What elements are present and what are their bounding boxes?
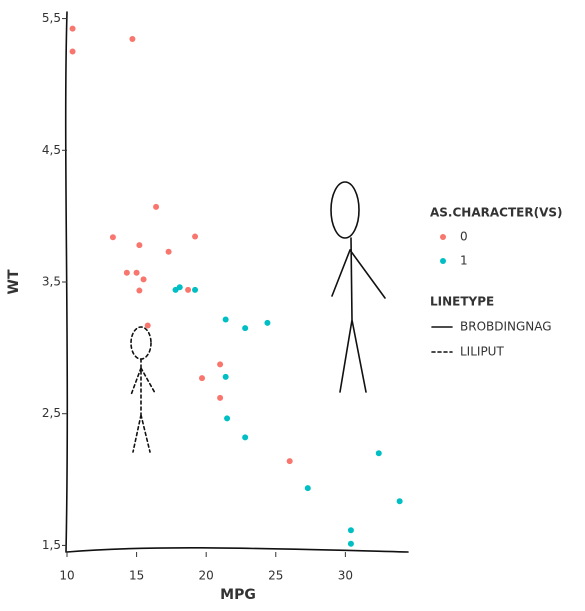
point [140,276,147,283]
y-tick-label: 5,5 [42,11,61,25]
legend-label: 0 [460,230,468,244]
point [153,203,160,210]
point [129,36,136,42]
point [136,287,143,294]
linetype-legend-title: LINETYPE [430,295,494,309]
point [185,286,192,293]
point [69,25,76,32]
point [217,361,224,368]
x-tick-label: 30 [338,569,353,583]
legend-label: 1 [460,254,468,268]
point [144,322,151,329]
point [242,434,249,441]
point [224,415,231,422]
point [123,269,130,276]
point [396,498,403,505]
point [199,375,206,382]
point [304,485,311,492]
point [192,286,199,293]
x-tick-label: 25 [268,569,283,583]
x-tick-label: 20 [199,569,214,583]
x-tick-label: 15 [129,569,144,583]
point [69,48,76,55]
y-axis [64,11,69,553]
legend-label: LILIPUT [460,345,504,359]
small-stick-figure [130,326,156,453]
point [165,248,172,255]
y-tick-label: 2,5 [42,406,61,420]
legend-label: BROBDINGNAG [460,320,552,334]
point [192,233,199,240]
y-tick-label: 1,5 [42,538,61,552]
y-tick-label: 3,5 [42,275,61,289]
y-axis-label: WT [6,269,22,294]
x-axis-label: MPG [220,587,256,603]
point [136,242,143,249]
legend-key [440,234,446,240]
point [222,373,229,380]
point [133,269,140,276]
x-tick-label: 10 [59,569,74,583]
legend-key [440,258,446,264]
y-tick-label: 4,5 [42,143,61,157]
point [242,325,249,332]
point [222,316,229,323]
point [347,527,354,534]
point [347,540,354,547]
big-stick-figure [330,181,386,393]
legend-title: AS.CHARACTER(VS) [430,206,562,220]
point [172,286,179,293]
point [264,319,271,326]
x-axis [66,547,409,553]
point [217,394,224,401]
point [375,450,382,457]
point [286,458,293,465]
point [109,234,116,241]
